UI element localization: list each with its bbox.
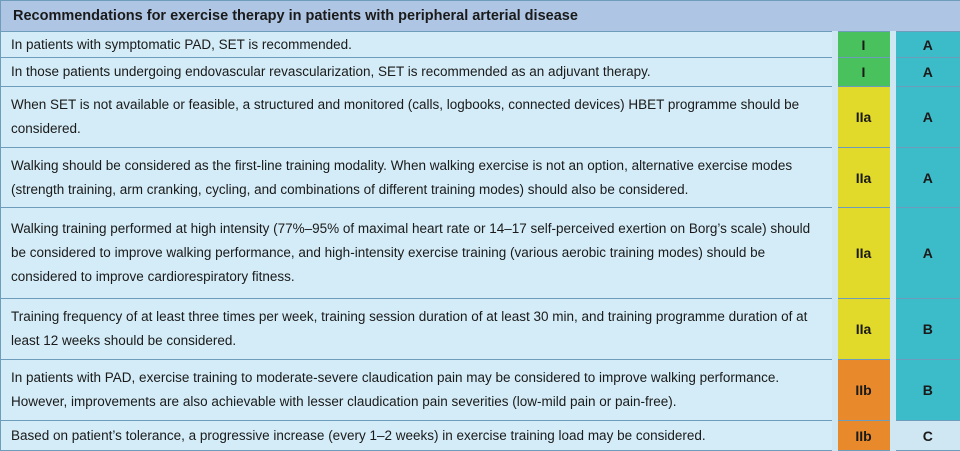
- class-badge: I: [831, 57, 893, 87]
- level-badge: B: [889, 298, 960, 360]
- recommendation-text: Walking should be considered as the firs…: [0, 147, 835, 208]
- table-row: In patients with symptomatic PAD, SET is…: [0, 30, 960, 59]
- class-badge: IIa: [831, 206, 893, 300]
- recommendation-text: In those patients undergoing endovascula…: [0, 57, 835, 87]
- table-row: In those patients undergoing endovascula…: [0, 57, 960, 87]
- table-row: Training frequency of at least three tim…: [0, 298, 960, 360]
- recommendation-text: Walking training performed at high inten…: [0, 206, 835, 300]
- class-badge: IIa: [831, 85, 893, 149]
- level-badge: A: [889, 85, 960, 149]
- level-badge: B: [889, 358, 960, 422]
- recommendation-text: In patients with PAD, exercise training …: [0, 358, 835, 422]
- table-row: When SET is not available or feasible, a…: [0, 85, 960, 149]
- recommendation-text: In patients with symptomatic PAD, SET is…: [0, 30, 835, 59]
- class-badge: IIb: [831, 420, 893, 451]
- class-badge: I: [831, 30, 893, 59]
- recommendation-text: When SET is not available or feasible, a…: [0, 85, 835, 149]
- table-row: Based on patient’s tolerance, a progress…: [0, 420, 960, 451]
- recommendation-text: Based on patient’s tolerance, a progress…: [0, 420, 835, 451]
- class-badge: IIb: [831, 358, 893, 422]
- class-badge: IIa: [831, 298, 893, 360]
- class-badge: IIa: [831, 147, 893, 208]
- level-badge: C: [889, 420, 960, 451]
- level-badge: A: [889, 206, 960, 300]
- table-row: Walking should be considered as the firs…: [0, 147, 960, 208]
- level-badge: A: [889, 30, 960, 59]
- level-badge: A: [889, 57, 960, 87]
- table-title-row: Recommendations for exercise therapy in …: [0, 0, 960, 32]
- level-badge: A: [889, 147, 960, 208]
- table-row: Walking training performed at high inten…: [0, 206, 960, 300]
- table-row: In patients with PAD, exercise training …: [0, 358, 960, 422]
- recommendation-text: Training frequency of at least three tim…: [0, 298, 835, 360]
- table-title: Recommendations for exercise therapy in …: [0, 0, 960, 32]
